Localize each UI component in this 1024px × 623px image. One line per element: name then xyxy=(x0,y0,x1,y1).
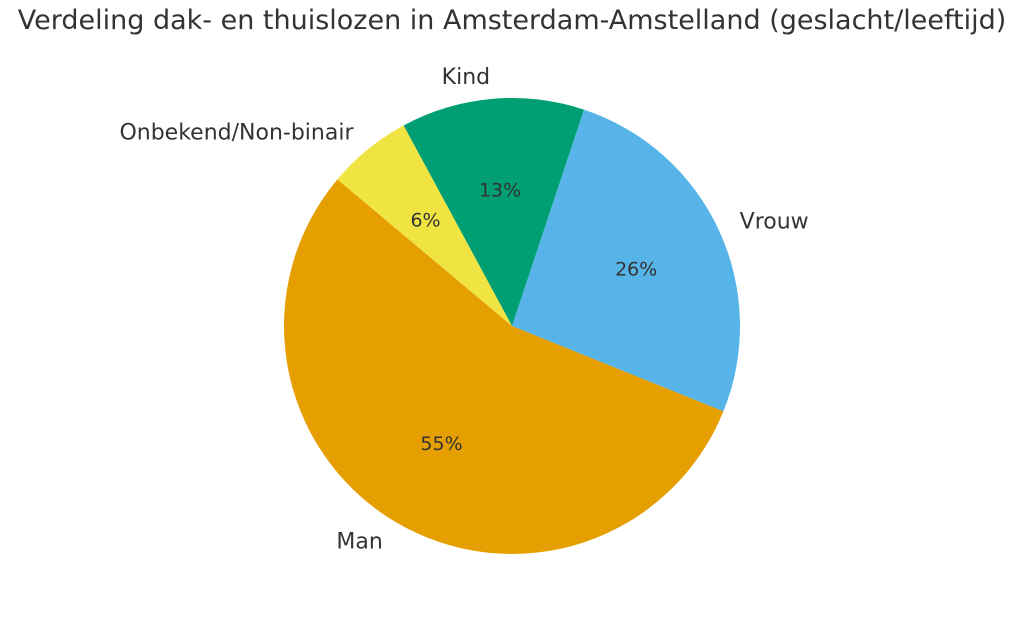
pie-slice-kind xyxy=(403,98,584,327)
slice-pct-label: 13% xyxy=(479,179,521,201)
pie-slice-vrouw xyxy=(512,109,741,412)
pie-slice-onbekend-non-binair xyxy=(337,125,512,326)
slice-label: Onbekend/Non-binair xyxy=(119,120,354,145)
slice-label: Man xyxy=(336,530,382,555)
slice-pct-label: 55% xyxy=(420,433,462,455)
slice-label: Kind xyxy=(442,65,490,90)
slice-pct-label: 26% xyxy=(615,258,657,280)
slice-label: Vrouw xyxy=(740,210,809,235)
chart-title: Verdeling dak- en thuislozen in Amsterda… xyxy=(17,5,1007,36)
slice-pct-label: 6% xyxy=(410,210,440,232)
pie-slice-man xyxy=(284,179,724,554)
